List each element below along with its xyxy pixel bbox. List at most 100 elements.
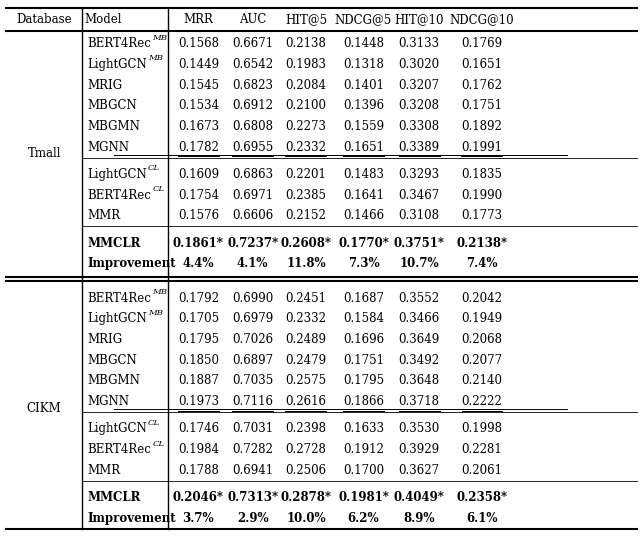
Text: 0.3208: 0.3208	[399, 99, 440, 112]
Text: 0.1773: 0.1773	[461, 209, 502, 222]
Text: 0.2479: 0.2479	[285, 354, 326, 367]
Text: 0.1568: 0.1568	[178, 37, 219, 50]
Text: CL: CL	[152, 185, 164, 193]
Text: 0.2489: 0.2489	[285, 333, 326, 346]
Text: 0.6955: 0.6955	[232, 141, 273, 154]
Text: 0.1705: 0.1705	[178, 312, 219, 325]
Text: 0.1449: 0.1449	[178, 58, 219, 71]
Text: AUC: AUC	[239, 13, 266, 26]
Text: 0.2152: 0.2152	[285, 209, 326, 222]
Text: MRR: MRR	[184, 13, 213, 26]
Text: 0.2273: 0.2273	[285, 120, 326, 133]
Text: 0.1483: 0.1483	[343, 168, 384, 181]
Text: 6.1%: 6.1%	[466, 512, 498, 525]
Text: 0.1584: 0.1584	[343, 312, 384, 325]
Text: 11.8%: 11.8%	[286, 257, 326, 270]
Text: 0.6863: 0.6863	[232, 168, 273, 181]
Text: 0.1788: 0.1788	[178, 464, 219, 477]
Text: 0.1769: 0.1769	[461, 37, 502, 50]
Text: 0.3207: 0.3207	[399, 78, 440, 92]
Text: 0.3133: 0.3133	[399, 37, 440, 50]
Text: MB: MB	[152, 288, 167, 296]
Text: 0.2358*: 0.2358*	[456, 491, 508, 504]
Text: 0.1559: 0.1559	[343, 120, 384, 133]
Text: 4.4%: 4.4%	[182, 257, 214, 270]
Text: BERT4Rec: BERT4Rec	[87, 37, 151, 50]
Text: 0.6990: 0.6990	[232, 292, 273, 305]
Text: 0.1700: 0.1700	[343, 464, 384, 477]
Text: 0.7313*: 0.7313*	[227, 491, 278, 504]
Text: 0.1609: 0.1609	[178, 168, 219, 181]
Text: 0.1792: 0.1792	[178, 292, 219, 305]
Text: 0.1466: 0.1466	[343, 209, 384, 222]
Text: 0.7282: 0.7282	[232, 443, 273, 456]
Text: 0.1912: 0.1912	[343, 443, 384, 456]
Text: 0.1754: 0.1754	[178, 189, 219, 202]
Text: 0.3308: 0.3308	[399, 120, 440, 133]
Text: NDCG@10: NDCG@10	[450, 13, 514, 26]
Text: MMCLR: MMCLR	[87, 237, 140, 250]
Text: 0.3718: 0.3718	[399, 395, 440, 408]
Text: LightGCN: LightGCN	[87, 312, 147, 325]
Text: 0.6897: 0.6897	[232, 354, 273, 367]
Text: MRIG: MRIG	[87, 333, 122, 346]
Text: 7.3%: 7.3%	[348, 257, 380, 270]
Text: 0.2201: 0.2201	[285, 168, 326, 181]
Text: 0.1633: 0.1633	[343, 422, 384, 435]
Text: 0.6808: 0.6808	[232, 120, 273, 133]
Text: 0.1892: 0.1892	[461, 120, 502, 133]
Text: 0.3648: 0.3648	[399, 374, 440, 387]
Text: 0.2084: 0.2084	[285, 78, 326, 92]
Text: MMR: MMR	[87, 209, 120, 222]
Text: 0.2100: 0.2100	[285, 99, 326, 112]
Text: HIT@5: HIT@5	[285, 13, 327, 26]
Text: 0.3929: 0.3929	[399, 443, 440, 456]
Text: 0.6941: 0.6941	[232, 464, 273, 477]
Text: 0.1396: 0.1396	[343, 99, 384, 112]
Text: 0.2728: 0.2728	[285, 443, 326, 456]
Text: CL: CL	[148, 165, 160, 172]
Text: MRIG: MRIG	[87, 78, 122, 92]
Text: MBGMN: MBGMN	[87, 374, 140, 387]
Text: 10.0%: 10.0%	[286, 512, 326, 525]
Text: 0.2398: 0.2398	[285, 422, 326, 435]
Text: 0.6671: 0.6671	[232, 37, 273, 50]
Text: 0.1887: 0.1887	[178, 374, 219, 387]
Text: 0.1866: 0.1866	[343, 395, 384, 408]
Text: 0.6971: 0.6971	[232, 189, 273, 202]
Text: 0.1949: 0.1949	[461, 312, 502, 325]
Text: 0.1534: 0.1534	[178, 99, 219, 112]
Text: 0.3627: 0.3627	[399, 464, 440, 477]
Text: 0.7116: 0.7116	[232, 395, 273, 408]
Text: CL: CL	[152, 440, 164, 447]
Text: 0.3492: 0.3492	[399, 354, 440, 367]
Text: 0.1998: 0.1998	[461, 422, 502, 435]
Text: 3.7%: 3.7%	[182, 512, 214, 525]
Text: 0.1448: 0.1448	[343, 37, 384, 50]
Text: 0.6979: 0.6979	[232, 312, 273, 325]
Text: 0.1576: 0.1576	[178, 209, 219, 222]
Text: Tmall: Tmall	[28, 147, 61, 160]
Text: 0.6823: 0.6823	[232, 78, 273, 92]
Text: CL: CL	[148, 419, 160, 427]
Text: 0.1641: 0.1641	[343, 189, 384, 202]
Text: 0.6606: 0.6606	[232, 209, 273, 222]
Text: MB: MB	[148, 54, 163, 62]
Text: 0.2222: 0.2222	[461, 395, 502, 408]
Text: 0.3108: 0.3108	[399, 209, 440, 222]
Text: MMCLR: MMCLR	[87, 491, 140, 504]
Text: 0.1545: 0.1545	[178, 78, 219, 92]
Text: MGNN: MGNN	[87, 141, 129, 154]
Text: LightGCN: LightGCN	[87, 58, 147, 71]
Text: 0.2046*: 0.2046*	[173, 491, 224, 504]
Text: 10.7%: 10.7%	[399, 257, 439, 270]
Text: 0.3552: 0.3552	[399, 292, 440, 305]
Text: 0.1401: 0.1401	[343, 78, 384, 92]
Text: 0.2138: 0.2138	[285, 37, 326, 50]
Text: LightGCN: LightGCN	[87, 168, 147, 181]
Text: 0.3466: 0.3466	[399, 312, 440, 325]
Text: 4.1%: 4.1%	[237, 257, 269, 270]
Text: 0.1782: 0.1782	[178, 141, 219, 154]
Text: 0.1973: 0.1973	[178, 395, 219, 408]
Text: 0.6912: 0.6912	[232, 99, 273, 112]
